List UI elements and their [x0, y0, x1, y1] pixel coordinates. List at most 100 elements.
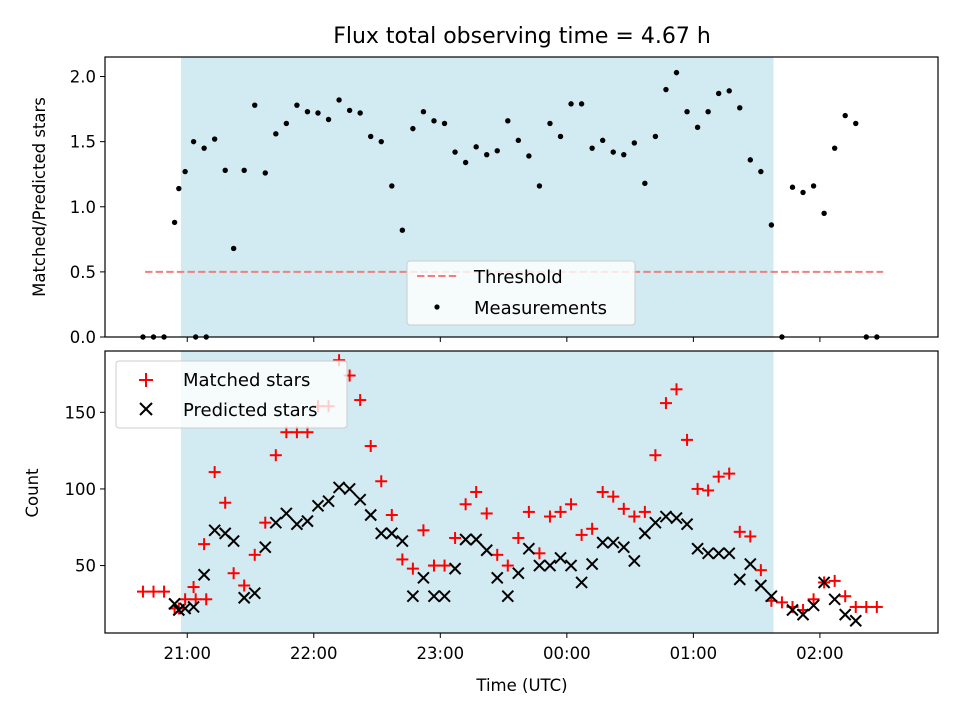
legend-predicted-swatch: [139, 402, 153, 416]
y-tick-label: 0.0: [70, 328, 96, 347]
predicted-point: [311, 499, 325, 513]
matched-point: [870, 600, 883, 613]
measurement-point: [610, 149, 616, 155]
x-axis-label: Time (UTC): [475, 676, 567, 695]
chart-title: Flux total observing time = 4.67 h: [333, 24, 711, 49]
predicted-point: [172, 603, 186, 617]
matched-point: [136, 585, 149, 598]
ratio-plot-frame: [104, 56, 939, 338]
predicted-point: [197, 568, 211, 581]
x-tick-label: 23:00: [417, 644, 465, 663]
ratio-y-ticks: 0.0 0.5 1.0 1.5 2.0: [70, 68, 105, 347]
predicted-point: [417, 571, 430, 585]
predicted-point: [512, 567, 525, 580]
predicted-point: [701, 547, 715, 560]
predicted-point: [607, 536, 620, 549]
predicted-point: [596, 536, 609, 549]
matched-point: [375, 475, 388, 488]
matched-point: [208, 466, 221, 479]
measurement-point: [441, 120, 448, 127]
measurement-point: [252, 102, 258, 108]
matched-point: [849, 600, 862, 613]
measurement-point: [494, 148, 500, 154]
matched-point: [158, 585, 171, 598]
predicted-point: [649, 516, 662, 529]
measurement-point: [241, 167, 247, 174]
y-tick-label: 2.0: [70, 68, 96, 87]
matched-point: [860, 600, 873, 613]
ratio-y-axis-label: Matched/Predicted stars: [30, 97, 49, 297]
legend-measurements-swatch: [434, 304, 440, 310]
matched-point: [723, 467, 736, 480]
matched-point: [522, 505, 535, 518]
matched-point: [807, 593, 820, 606]
predicted-point: [733, 573, 746, 586]
matched-point: [628, 510, 641, 523]
measurement-point: [420, 108, 427, 115]
matched-point: [533, 547, 546, 560]
measurement-point: [399, 227, 406, 233]
predicted-point: [691, 542, 704, 555]
predicted-point: [817, 576, 831, 589]
measurement-point: [484, 151, 490, 158]
matched-point: [147, 585, 160, 598]
measurement-point: [726, 88, 732, 94]
measurement-point: [694, 124, 701, 131]
predicted-point: [322, 494, 335, 508]
predicted-point: [375, 527, 388, 540]
measurement-point: [652, 133, 659, 140]
measurement-point: [357, 110, 363, 116]
matched-point: [596, 486, 609, 498]
matched-point: [659, 397, 672, 410]
x-tick-label: 21:00: [163, 644, 211, 663]
count-legend-box: [115, 360, 348, 429]
predicted-stars-series: [168, 481, 862, 627]
measurement-point: [853, 120, 859, 127]
matched-point: [775, 596, 788, 609]
predicted-point: [554, 551, 567, 565]
measurement-point: [431, 118, 437, 124]
legend-threshold-label: Threshold: [473, 267, 563, 288]
predicted-point: [469, 533, 483, 546]
matched-point: [501, 559, 514, 572]
predicted-point: [168, 597, 181, 611]
count-plot-frame: [104, 350, 939, 634]
predicted-point: [670, 511, 683, 525]
matched-point: [480, 507, 493, 520]
predicted-point: [406, 590, 420, 603]
predicted-point: [208, 524, 221, 537]
measurement-point: [673, 69, 680, 76]
matched-point: [179, 593, 192, 606]
predicted-point: [301, 514, 314, 528]
x-tick-label: 00:00: [543, 644, 591, 663]
matched-point: [543, 510, 556, 523]
matched-point: [364, 440, 377, 453]
matched-point: [417, 524, 430, 537]
matched-point: [565, 498, 578, 511]
measurement-point: [473, 144, 479, 150]
predicted-point: [448, 562, 462, 575]
predicted-point: [269, 516, 283, 529]
matched-point: [733, 525, 746, 538]
measurement-point: [230, 245, 237, 252]
predicted-point: [353, 493, 367, 506]
measurement-point: [821, 210, 827, 216]
count-y-ticks: 50 100 150: [65, 403, 105, 576]
matched-point: [406, 562, 419, 575]
matched-point: [491, 548, 504, 561]
measurement-point: [304, 108, 311, 115]
predicted-point: [744, 557, 757, 571]
predicted-point: [396, 534, 409, 548]
measurement-point: [842, 112, 848, 119]
matched-point: [385, 508, 398, 521]
measurement-point: [182, 168, 188, 175]
matched-point: [449, 531, 462, 544]
measurement-point: [176, 185, 182, 192]
predicted-point: [259, 540, 272, 554]
matched-point: [187, 581, 200, 594]
matched-point: [681, 433, 694, 446]
measurement-point: [378, 138, 384, 145]
predicted-point: [280, 507, 293, 520]
predicted-point: [522, 542, 536, 555]
matched-point: [200, 593, 213, 606]
